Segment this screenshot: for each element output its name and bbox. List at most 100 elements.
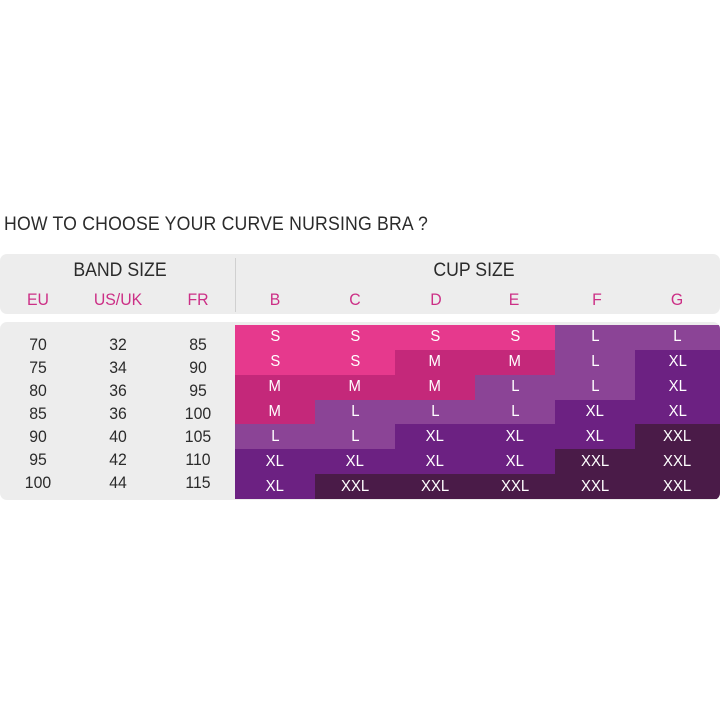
cup-cell-size-l: L: [235, 424, 315, 450]
band-cell-eu: 95: [29, 450, 47, 469]
cup-cell-size-s: S: [235, 325, 315, 350]
cup-cell-label: XL: [265, 477, 285, 495]
cup-cell-size-s: S: [475, 325, 555, 350]
cup-cell-size-xxl: XXL: [635, 424, 720, 450]
cup-cell-label: S: [270, 353, 280, 371]
table-body: 70 32 85 75 34 90 80 36 95 85 36 100 90 40 105 95 42 110 1…: [0, 322, 720, 500]
cup-cell-label: XL: [668, 402, 687, 420]
band-cell-us-uk: 42: [109, 450, 127, 469]
cup-cell-label: XL: [345, 452, 365, 470]
cup-cell-size-xl: XL: [635, 349, 720, 375]
cup-cell-size-xl: XL: [315, 449, 395, 475]
cup-row: M M M L L XL: [235, 374, 720, 400]
band-cell-fr: 100: [184, 404, 212, 423]
cup-row: S S M M L XL: [235, 349, 720, 375]
band-cell-fr: 95: [189, 381, 207, 400]
cup-cell-size-s: S: [315, 325, 395, 350]
cup-cell-label: M: [268, 378, 282, 396]
cup-cell-label: S: [270, 328, 280, 346]
cup-cell-size-xxl: XXL: [555, 474, 635, 499]
cup-cell-label: L: [430, 402, 440, 420]
cup-cell-size-xl: XL: [235, 449, 315, 475]
cup-cell-size-m: M: [315, 374, 395, 400]
cup-cell-label: XL: [585, 402, 605, 420]
cup-cell-label: XL: [668, 378, 687, 396]
cup-row: L L XL XL XL XXL: [235, 424, 720, 450]
cup-cell-label: L: [350, 427, 360, 445]
cup-cell-label: XL: [505, 427, 525, 445]
column-header-cup-e: E: [508, 290, 520, 309]
cup-cell-label: L: [510, 402, 520, 420]
band-cell-fr: 115: [185, 473, 211, 492]
cup-cell-size-xxl: XXL: [395, 474, 475, 499]
cup-cell-size-xl: XL: [555, 399, 635, 425]
cup-cell-label: L: [590, 378, 600, 396]
band-cell-eu: 85: [29, 404, 47, 423]
cup-cell-size-l: L: [315, 399, 395, 425]
cup-cell-label: L: [590, 328, 600, 346]
cup-cell-label: L: [673, 328, 682, 346]
cup-cell-label: M: [428, 378, 442, 396]
cup-cell-size-xxl: XXL: [315, 474, 395, 499]
cup-cell-size-s: S: [235, 349, 315, 375]
cup-cell-size-xl: XL: [395, 424, 475, 450]
cup-cell-label: XXL: [580, 452, 610, 470]
cup-cell-size-xxl: XXL: [475, 474, 555, 499]
band-cell-us-uk: 44: [109, 473, 127, 492]
band-row: 75 34 90: [0, 356, 235, 379]
cup-cell-size-m: M: [395, 349, 475, 375]
cup-cell-label: S: [510, 328, 520, 346]
cup-cell-size-l: L: [475, 374, 555, 400]
page-title: HOW TO CHOOSE YOUR CURVE NURSING BRA ?: [4, 214, 429, 235]
cup-cell-size-m: M: [395, 374, 475, 400]
cup-cell-size-s: S: [315, 349, 395, 375]
cup-cell-size-m: M: [475, 349, 555, 375]
column-header-eu: EU: [27, 290, 49, 309]
cup-cell-size-xxl: XXL: [635, 449, 720, 475]
band-cell-us-uk: 36: [109, 381, 127, 400]
cup-cell-size-s: S: [395, 325, 475, 350]
cup-cell-size-xl: XL: [475, 449, 555, 475]
band-cell-us-uk: 36: [109, 404, 127, 423]
cup-cell-label: XL: [585, 427, 605, 445]
band-cell-fr: 105: [184, 427, 212, 446]
band-cell-fr: 110: [185, 450, 211, 469]
cup-row: XL XXL XXL XXL XXL XXL: [235, 474, 720, 499]
cup-cell-label: XL: [425, 427, 445, 445]
band-cell-us-uk: 40: [109, 427, 127, 446]
cup-cell-size-xl: XL: [635, 374, 720, 400]
cup-size-grid: S S S S L L S S M M L XL M M M L L XL M L L L XL XL L L XL XL XL XXL X…: [235, 325, 720, 499]
cup-cell-size-m: M: [235, 399, 315, 425]
cup-cell-label: M: [348, 378, 362, 396]
cup-cell-label: L: [590, 353, 600, 371]
cup-cell-size-xl: XL: [475, 424, 555, 450]
cup-cell-label: S: [350, 353, 360, 371]
cup-cell-size-l: L: [635, 325, 720, 350]
cup-size-title: CUP SIZE: [433, 260, 515, 281]
cup-cell-size-l: L: [395, 399, 475, 425]
band-size-rows: 70 32 85 75 34 90 80 36 95 85 36 100 90 40 105 95 42 110 1…: [0, 333, 235, 494]
cup-cell-size-xl: XL: [635, 399, 720, 425]
column-header-us-uk: US/UK: [93, 290, 143, 309]
cup-cell-label: L: [510, 378, 520, 396]
cup-cell-size-l: L: [475, 399, 555, 425]
cup-cell-size-xxl: XXL: [555, 449, 635, 475]
column-header-cup-g: G: [670, 290, 684, 309]
band-row: 100 44 115: [0, 471, 235, 494]
cup-cell-size-m: M: [235, 374, 315, 400]
band-cell-eu: 90: [29, 427, 47, 446]
column-header-cup-c: C: [349, 290, 361, 309]
cup-cell-label: XL: [265, 452, 285, 470]
cup-cell-label: XXL: [340, 477, 370, 495]
cup-cell-label: XL: [505, 452, 525, 470]
cup-cell-label: S: [350, 328, 360, 346]
cup-cell-label: XL: [668, 353, 687, 371]
band-cell-eu: 70: [29, 335, 47, 354]
band-cell-eu: 100: [24, 473, 52, 492]
cup-cell-label: XXL: [500, 477, 530, 495]
cup-cell-label: M: [508, 353, 522, 371]
cup-cell-label: S: [430, 328, 440, 346]
band-row: 95 42 110: [0, 448, 235, 471]
band-row: 80 36 95: [0, 379, 235, 402]
